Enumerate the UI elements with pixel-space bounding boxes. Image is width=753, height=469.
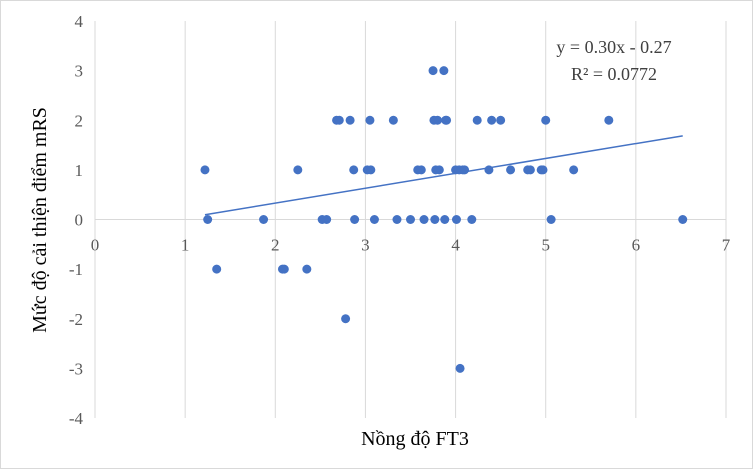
y-tick-label: 1 <box>75 161 84 180</box>
y-tick-label: 0 <box>75 211 84 230</box>
data-point <box>496 115 506 125</box>
data-point <box>538 165 548 175</box>
data-point <box>365 115 375 125</box>
data-point <box>392 215 402 224</box>
r-squared-label: R² = 0.0772 <box>571 64 657 84</box>
data-point <box>200 165 210 175</box>
data-point <box>433 115 443 125</box>
data-point <box>472 115 482 125</box>
y-axis-title: Mức độ cải thiện điểm mRS <box>29 107 51 333</box>
data-point <box>428 66 438 76</box>
data-point <box>366 165 376 175</box>
x-tick-labels: 0 1 2 3 4 5 6 7 <box>91 236 731 255</box>
x-tick-label: 3 <box>361 236 370 255</box>
data-point <box>341 314 351 324</box>
data-point <box>334 115 344 125</box>
data-point <box>546 215 556 224</box>
data-point <box>369 215 379 224</box>
data-point <box>349 165 359 175</box>
data-point <box>350 215 360 224</box>
x-tick-label: 5 <box>541 236 550 255</box>
data-point <box>279 264 289 274</box>
x-tick-label: 6 <box>632 236 641 255</box>
data-point <box>487 115 497 125</box>
data-point <box>388 115 398 125</box>
x-tick-label: 2 <box>271 236 280 255</box>
y-tick-label: -4 <box>69 409 84 428</box>
data-point <box>212 264 222 274</box>
y-tick-label: -2 <box>69 310 83 329</box>
y-tick-label: 4 <box>75 12 84 31</box>
y-tick-label: 2 <box>75 111 84 130</box>
data-point <box>419 215 429 224</box>
x-axis-title: Nồng độ FT3 <box>361 428 469 450</box>
data-point <box>440 215 450 224</box>
data-point <box>259 215 269 224</box>
data-point <box>345 115 355 125</box>
data-points <box>200 66 688 373</box>
x-tick-label: 7 <box>722 236 731 255</box>
data-point <box>439 66 449 76</box>
data-point <box>678 215 688 224</box>
y-tick-label: 3 <box>75 62 84 81</box>
data-point <box>455 363 465 373</box>
trendline-equation: y = 0.30x - 0.27 <box>556 37 671 57</box>
data-point <box>506 165 516 175</box>
data-point <box>467 215 477 224</box>
data-point <box>541 115 551 125</box>
trendline <box>204 135 683 216</box>
data-point <box>442 115 452 125</box>
data-point <box>434 165 444 175</box>
data-point <box>569 165 579 175</box>
data-point <box>293 165 303 175</box>
data-point <box>430 215 440 224</box>
y-tick-label: -3 <box>69 359 83 378</box>
data-point <box>451 215 461 224</box>
y-tick-label: -1 <box>69 260 83 279</box>
data-point <box>604 115 614 125</box>
y-tick-labels: 4 3 2 1 0 -1 -2 -3 -4 <box>69 12 84 428</box>
data-point <box>484 165 494 175</box>
x-tick-label: 1 <box>181 236 190 255</box>
x-tick-label: 0 <box>91 236 100 255</box>
x-tick-label: 4 <box>451 236 460 255</box>
data-point <box>416 165 426 175</box>
data-point <box>525 165 535 175</box>
data-point <box>406 215 415 224</box>
data-point <box>322 215 332 224</box>
data-point <box>203 215 213 224</box>
data-point <box>302 264 312 274</box>
data-point <box>460 165 470 175</box>
